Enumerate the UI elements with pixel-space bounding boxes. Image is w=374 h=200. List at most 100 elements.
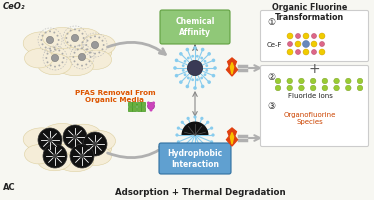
Circle shape bbox=[94, 35, 96, 37]
Circle shape bbox=[58, 65, 60, 66]
Circle shape bbox=[213, 66, 217, 70]
Circle shape bbox=[196, 78, 199, 81]
Text: Fluoride Ions: Fluoride Ions bbox=[288, 93, 332, 99]
Circle shape bbox=[288, 42, 292, 46]
Text: Chemical
Affinity: Chemical Affinity bbox=[175, 17, 215, 37]
Circle shape bbox=[298, 78, 304, 84]
Circle shape bbox=[50, 50, 52, 51]
Circle shape bbox=[346, 78, 351, 84]
Circle shape bbox=[177, 126, 180, 130]
Circle shape bbox=[205, 69, 208, 72]
Circle shape bbox=[82, 41, 83, 43]
Circle shape bbox=[81, 65, 83, 67]
Polygon shape bbox=[227, 58, 237, 76]
Circle shape bbox=[177, 140, 180, 144]
Circle shape bbox=[53, 154, 57, 158]
Circle shape bbox=[74, 52, 76, 54]
Circle shape bbox=[63, 125, 87, 149]
Circle shape bbox=[98, 52, 100, 53]
Circle shape bbox=[201, 85, 205, 88]
Circle shape bbox=[70, 144, 94, 168]
Circle shape bbox=[210, 140, 213, 144]
Circle shape bbox=[187, 117, 190, 120]
Circle shape bbox=[287, 78, 292, 84]
Circle shape bbox=[70, 30, 72, 31]
Circle shape bbox=[42, 43, 43, 45]
Text: +: + bbox=[308, 62, 320, 76]
FancyBboxPatch shape bbox=[160, 10, 230, 44]
Circle shape bbox=[65, 37, 67, 39]
Circle shape bbox=[179, 52, 183, 56]
Circle shape bbox=[43, 144, 67, 168]
Circle shape bbox=[319, 49, 325, 55]
Circle shape bbox=[191, 78, 194, 81]
Circle shape bbox=[98, 37, 100, 38]
Circle shape bbox=[334, 78, 339, 84]
Circle shape bbox=[184, 73, 186, 76]
Circle shape bbox=[319, 42, 325, 46]
Circle shape bbox=[295, 33, 300, 38]
Circle shape bbox=[86, 48, 89, 50]
Circle shape bbox=[175, 74, 178, 77]
Text: ③: ③ bbox=[267, 102, 275, 111]
FancyBboxPatch shape bbox=[261, 66, 368, 146]
Circle shape bbox=[187, 60, 203, 76]
Circle shape bbox=[179, 80, 183, 84]
Circle shape bbox=[191, 55, 194, 58]
Ellipse shape bbox=[43, 27, 82, 48]
Text: CeO₂: CeO₂ bbox=[3, 2, 25, 11]
Circle shape bbox=[207, 80, 211, 84]
FancyBboxPatch shape bbox=[141, 102, 145, 106]
Circle shape bbox=[312, 33, 316, 38]
Circle shape bbox=[193, 46, 197, 50]
Text: Organofluorine
Species: Organofluorine Species bbox=[284, 112, 336, 125]
Circle shape bbox=[67, 33, 68, 35]
Circle shape bbox=[89, 52, 91, 54]
FancyBboxPatch shape bbox=[137, 107, 141, 111]
Text: PFAS Removal From: PFAS Removal From bbox=[75, 90, 155, 96]
Circle shape bbox=[81, 47, 83, 49]
Circle shape bbox=[187, 57, 190, 59]
Circle shape bbox=[45, 57, 47, 59]
Circle shape bbox=[173, 66, 177, 70]
Circle shape bbox=[200, 57, 203, 59]
Circle shape bbox=[187, 77, 190, 79]
Circle shape bbox=[334, 85, 339, 91]
Circle shape bbox=[295, 41, 301, 47]
Circle shape bbox=[103, 44, 105, 46]
Ellipse shape bbox=[82, 34, 116, 55]
FancyBboxPatch shape bbox=[132, 102, 137, 106]
Circle shape bbox=[275, 78, 281, 84]
Polygon shape bbox=[227, 128, 237, 146]
Circle shape bbox=[205, 64, 208, 67]
Circle shape bbox=[79, 53, 86, 61]
Circle shape bbox=[71, 34, 79, 42]
Circle shape bbox=[206, 121, 209, 124]
Circle shape bbox=[51, 54, 59, 62]
Circle shape bbox=[203, 60, 206, 63]
Circle shape bbox=[319, 33, 325, 39]
Text: ②: ② bbox=[267, 73, 275, 82]
Circle shape bbox=[210, 126, 213, 130]
Circle shape bbox=[46, 61, 49, 63]
Circle shape bbox=[38, 128, 62, 152]
Circle shape bbox=[83, 132, 107, 156]
Circle shape bbox=[86, 40, 89, 42]
FancyBboxPatch shape bbox=[132, 107, 137, 111]
Circle shape bbox=[77, 64, 79, 65]
Circle shape bbox=[58, 39, 59, 41]
Ellipse shape bbox=[43, 123, 82, 144]
Ellipse shape bbox=[25, 49, 53, 68]
Circle shape bbox=[58, 50, 60, 51]
Circle shape bbox=[184, 60, 186, 63]
Circle shape bbox=[49, 30, 51, 32]
Circle shape bbox=[186, 85, 189, 88]
Circle shape bbox=[101, 40, 104, 42]
Circle shape bbox=[61, 53, 64, 55]
Circle shape bbox=[212, 59, 215, 62]
Circle shape bbox=[147, 102, 154, 110]
Ellipse shape bbox=[80, 146, 111, 165]
Circle shape bbox=[47, 138, 52, 142]
Ellipse shape bbox=[37, 150, 71, 171]
Circle shape bbox=[212, 74, 215, 77]
